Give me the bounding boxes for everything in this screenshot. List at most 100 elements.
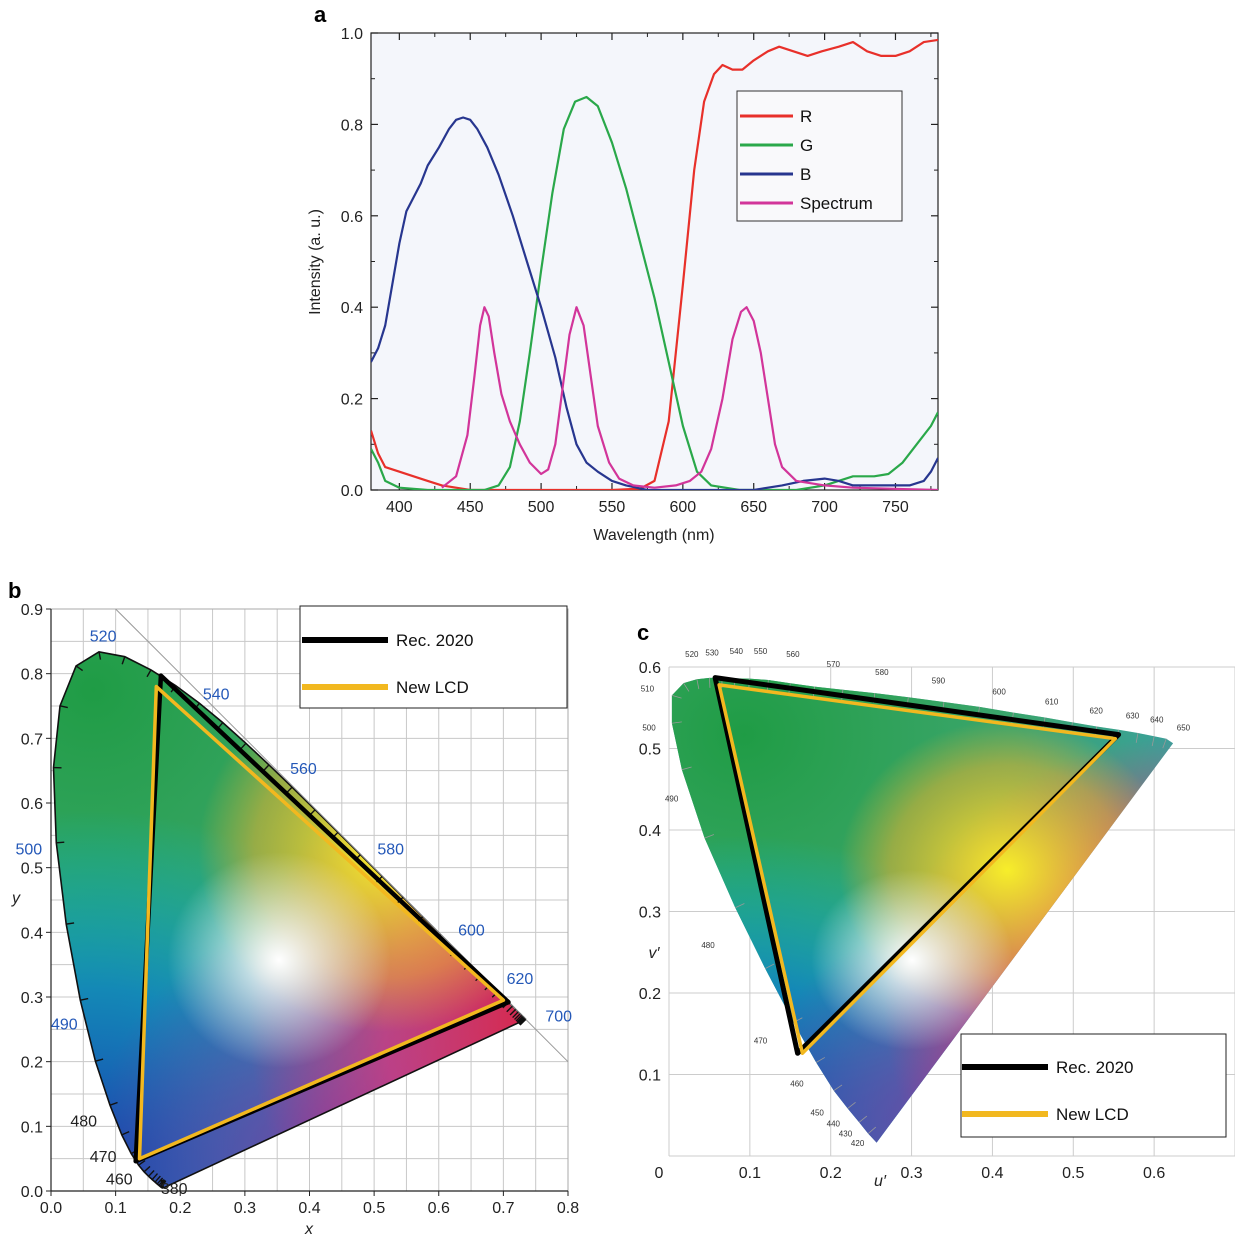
- locus-tick-b: [121, 1131, 130, 1136]
- wavelength-label-c: 600: [992, 688, 1006, 697]
- legend-label-a: Spectrum: [800, 194, 873, 213]
- y-tick-label-c: 0.4: [639, 823, 661, 840]
- wavelength-label-c: 440: [827, 1120, 841, 1129]
- axis-ticks-a: 400 450 500 550 600 650 700 750 0.0 0.2 0.4 0.6 0.8 1…: [341, 26, 938, 516]
- x-tick-label-b: 0.8: [557, 1200, 579, 1217]
- legend-c: Rec. 2020 New LCD: [960, 1033, 1227, 1138]
- y-tick-label-b: 0.3: [21, 990, 43, 1007]
- wavelength-label-b: 700: [545, 1009, 572, 1026]
- wavelength-label-c: 610: [1045, 697, 1059, 706]
- legend-label-c: Rec. 2020: [1056, 1058, 1134, 1077]
- legend-label-a: B: [800, 165, 811, 184]
- x-tick-label-b: 0.2: [169, 1200, 191, 1217]
- locus-tick-b: [160, 1180, 167, 1188]
- wavelength-label-c: 500: [642, 724, 656, 733]
- locus-tick-b: [75, 665, 84, 672]
- x-axis-title-a: Wavelength (nm): [593, 527, 714, 544]
- series-line-b: [371, 116, 938, 490]
- locus-tick-c: [765, 963, 775, 969]
- wavelength-label-b: 380: [161, 1181, 188, 1198]
- locus-tick-b: [98, 651, 102, 660]
- legend-label-a: G: [800, 136, 813, 155]
- legend-label-a: R: [800, 107, 812, 126]
- y-tick-label-a: 0.2: [341, 392, 363, 409]
- wavelength-label-c: 490: [665, 794, 679, 803]
- y-tick-label-b: 0.0: [21, 1184, 43, 1201]
- x-tick-label-c: 0.6: [1143, 1165, 1165, 1182]
- gamut-triangles-c: [712, 675, 1122, 1056]
- x-tick-label-b: 0.7: [492, 1200, 514, 1217]
- wavelength-label-c: 580: [875, 668, 889, 677]
- y-tick-label-a: 0.8: [341, 117, 363, 134]
- y-tick-label-c: 0.6: [639, 660, 661, 677]
- locus-tick-b: [516, 1015, 524, 1023]
- y-tick-label-c: 0.3: [639, 905, 661, 922]
- wavelength-label-b: 460: [106, 1172, 133, 1189]
- legend-label-b: Rec. 2020: [396, 631, 474, 650]
- series-group-a: [371, 38, 938, 490]
- legend-box-b: [299, 605, 568, 709]
- locus-tick-b: [154, 1175, 161, 1183]
- gamut-triangle-new-lcd-b: [137, 684, 506, 1161]
- locus-tick-b: [109, 1101, 118, 1106]
- locus-tick-c: [1162, 738, 1167, 749]
- locus-tick-c: [847, 1101, 856, 1109]
- locus-tick-b: [158, 1178, 165, 1186]
- wavelength-label-b: 520: [90, 628, 117, 645]
- x-tick-label-a: 400: [386, 499, 413, 516]
- x-tick-label-c: 0.1: [739, 1165, 761, 1182]
- locus-tick-c: [696, 679, 700, 690]
- series-line-r: [371, 38, 938, 490]
- y-tick-label-b: 0.9: [21, 602, 43, 619]
- wavelength-label-b: 540: [203, 687, 230, 704]
- locus-tick-c: [815, 1057, 825, 1063]
- locus-tick-c: [1151, 736, 1155, 747]
- locus-tick-c: [735, 903, 745, 909]
- locus-tick-b: [59, 705, 68, 709]
- locus-tick-c: [858, 1115, 868, 1123]
- wavelength-label-b: 470: [90, 1149, 117, 1166]
- locus-tick-c: [709, 677, 711, 688]
- wavelength-label-c: 480: [701, 941, 715, 950]
- legend-b: Rec. 2020 New LCD: [299, 605, 568, 709]
- legend-box-c: [960, 1033, 1227, 1138]
- panel-b-letter: b: [8, 578, 21, 603]
- y-tick-label-b: 0.7: [21, 731, 43, 748]
- y-axis-title-c: v′: [649, 945, 661, 962]
- series-line-spectrum: [441, 306, 938, 490]
- locus-tick-c: [867, 1126, 877, 1134]
- locus-tick-c: [683, 682, 690, 692]
- y-tick-label-b: 0.5: [21, 861, 43, 878]
- wavelength-labels-c: 520 530 540 550 560 570 580 590 600 610 620 630 640 6…: [641, 647, 1191, 1148]
- panel-b-cie-xy-chart: b 0.0 0.1 0.2 0.3 0.4 0.5 0.6 0.7 0.80.00.10.20.…: [8, 578, 579, 1238]
- wavelength-label-c: 460: [790, 1080, 804, 1089]
- x-tick-label-a: 500: [528, 499, 555, 516]
- wavelength-label-c: 430: [839, 1129, 853, 1138]
- wavelength-label-c: 640: [1150, 715, 1164, 724]
- wavelength-label-c: 520: [685, 650, 699, 659]
- locus-tick-b: [148, 1170, 155, 1177]
- x-tick-label-b: 0.6: [428, 1200, 450, 1217]
- locus-tick-b: [506, 1005, 513, 1013]
- wavelength-label-b: 500: [15, 842, 42, 859]
- locus-tick-b: [138, 1160, 146, 1166]
- x-tick-label-a: 650: [740, 499, 767, 516]
- y-tick-label-c: 0.5: [639, 742, 661, 759]
- y-tick-label-c: 0.2: [639, 986, 661, 1003]
- wavelength-label-c: 630: [1126, 711, 1140, 720]
- wavelength-label-c: 540: [730, 647, 744, 656]
- locus-tick-c: [671, 721, 682, 724]
- panel-a-letter: a: [314, 2, 327, 27]
- locus-tick-b: [146, 669, 152, 678]
- legend-label-b: New LCD: [396, 678, 469, 697]
- y-tick-label-b: 0.8: [21, 667, 43, 684]
- y-tick-label-a: 1.0: [341, 26, 363, 43]
- wavelength-label-c: 420: [851, 1139, 865, 1148]
- locus-tick-b: [159, 1179, 166, 1187]
- y-tick-label-c: 0.1: [639, 1068, 661, 1085]
- locus-tick-b: [515, 1014, 523, 1022]
- locus-tick-b: [509, 1008, 517, 1016]
- x-tick-label-a: 600: [669, 499, 696, 516]
- x-axis-title-b: x: [304, 1221, 314, 1238]
- gamut-triangle-new-lcd-c: [717, 683, 1118, 1056]
